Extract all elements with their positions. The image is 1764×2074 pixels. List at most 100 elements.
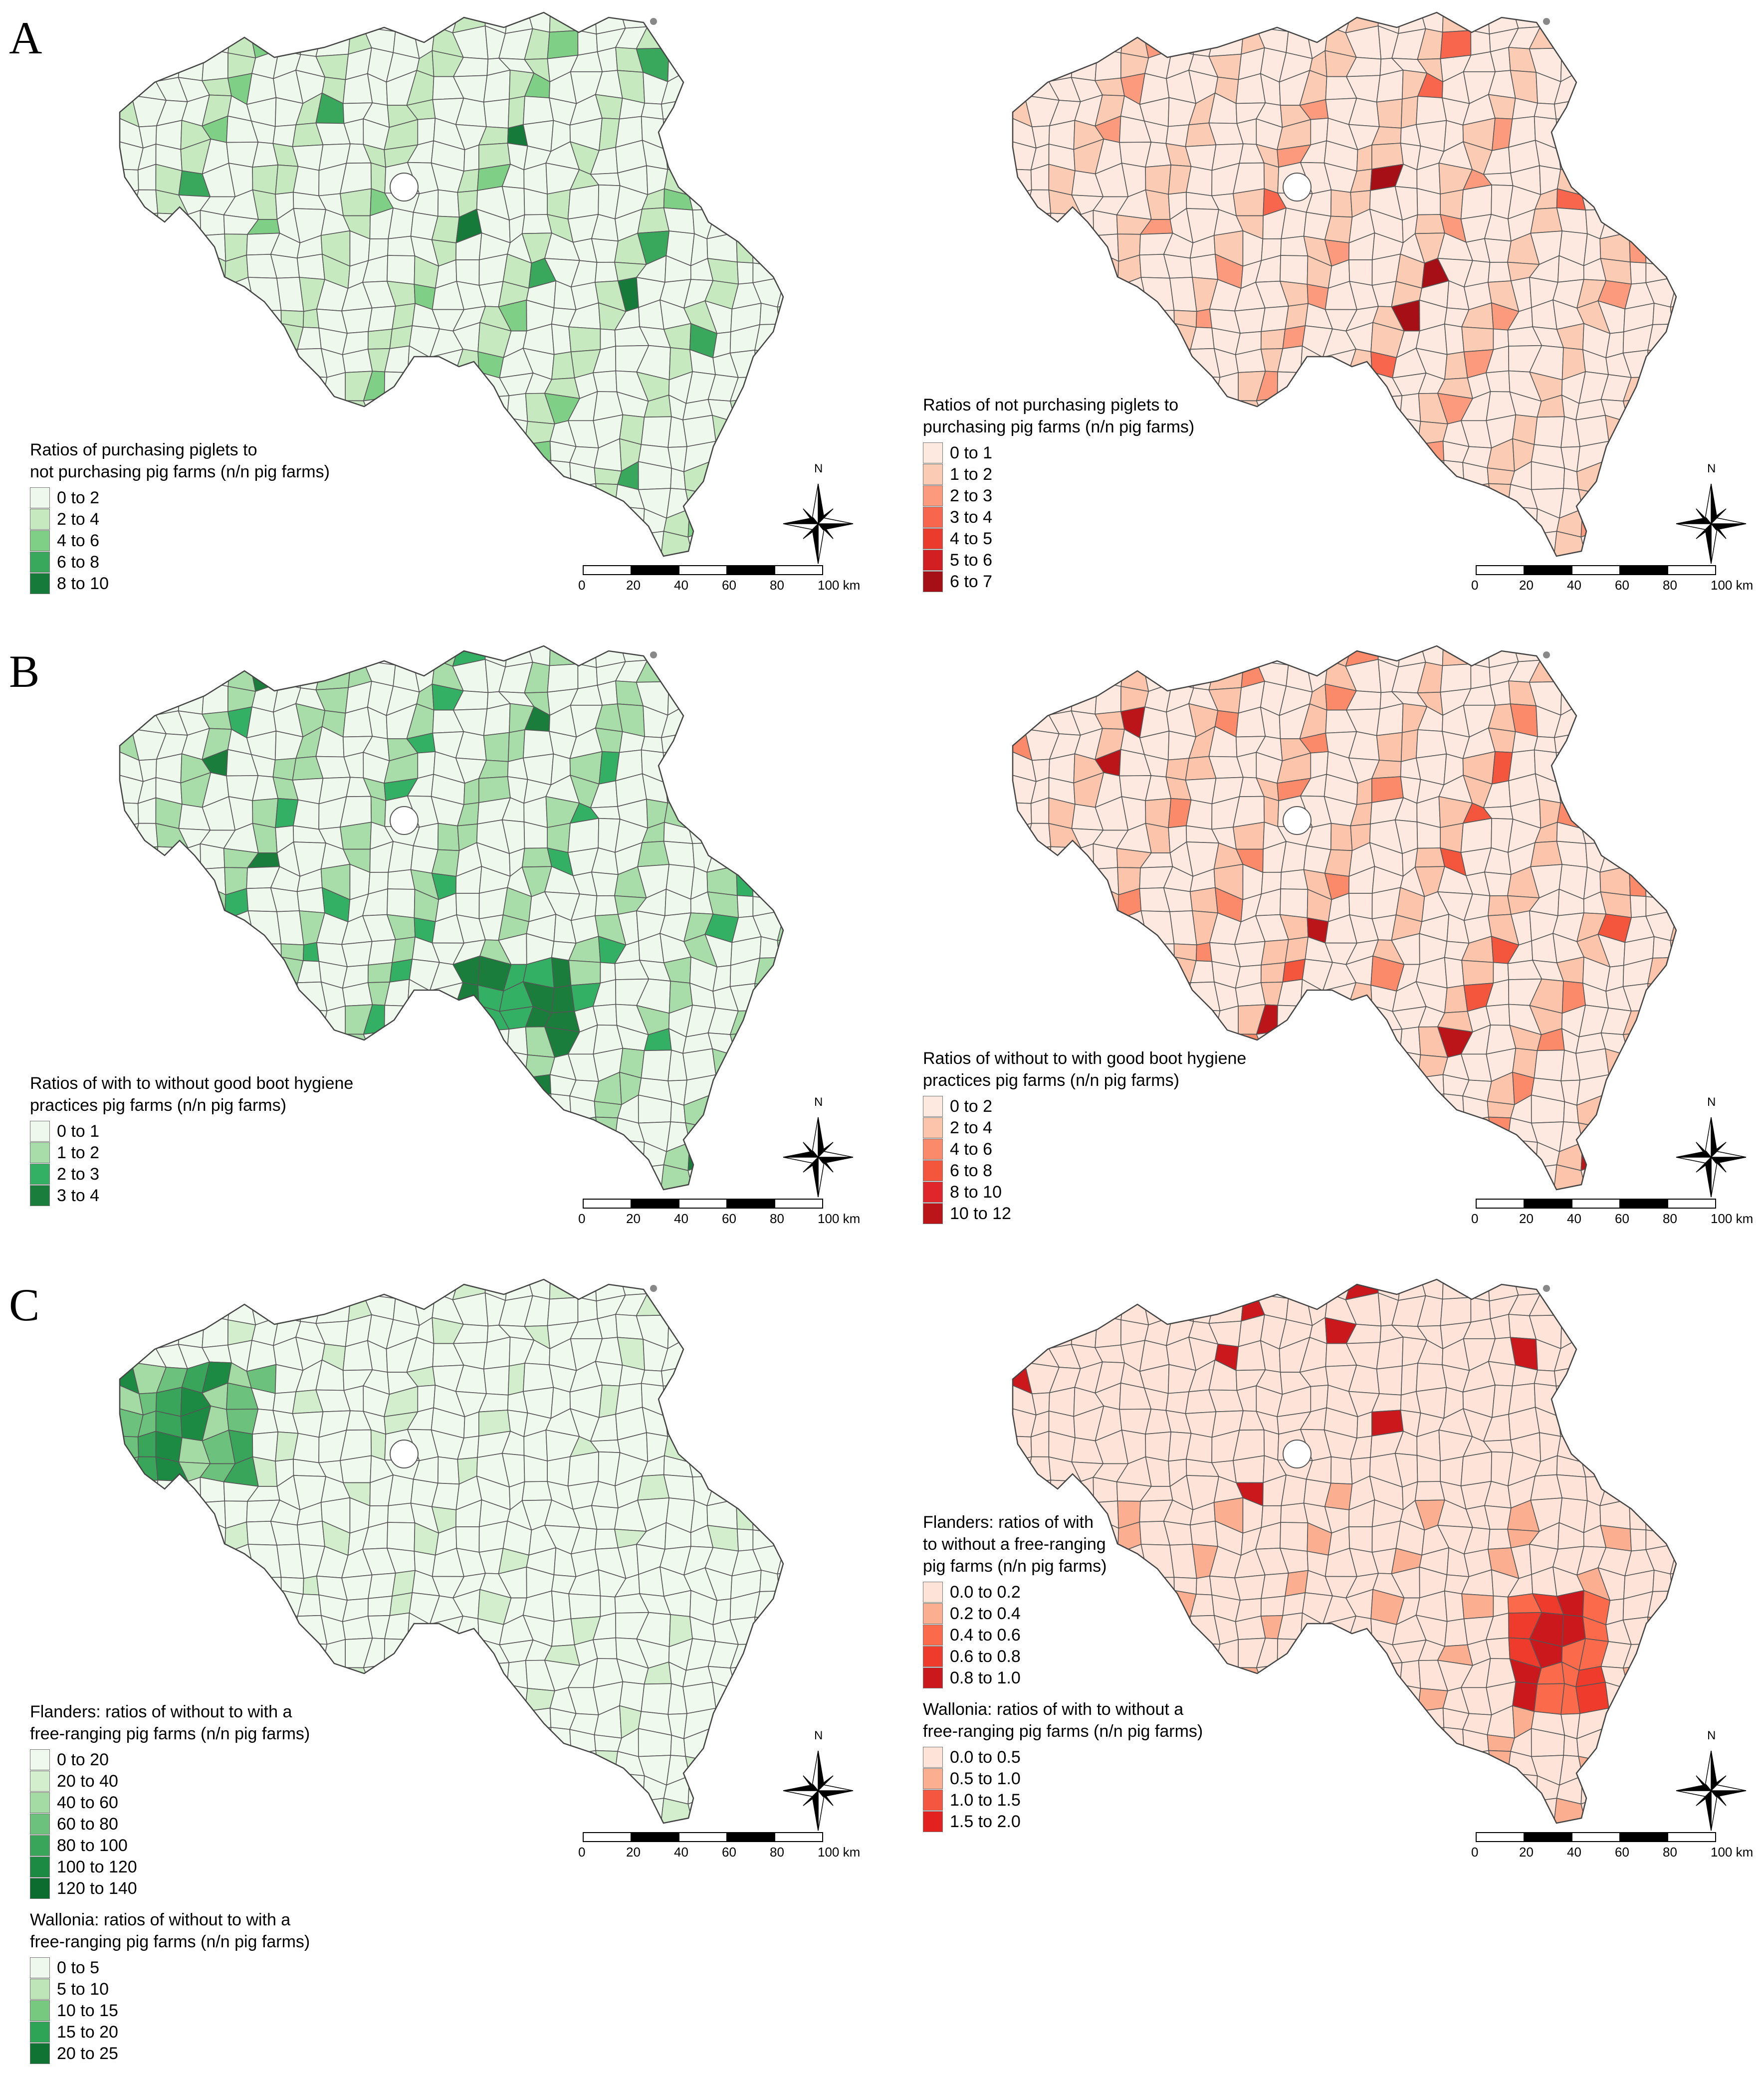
legend-section: Wallonia: ratios of with to without a fr… (923, 1698, 1203, 1832)
municipality (1080, 209, 1094, 236)
legend-label: 6 to 8 (57, 552, 100, 572)
legend-item: 10 to 15 (30, 2000, 310, 2021)
municipality (249, 27, 279, 59)
municipality (736, 895, 754, 918)
municipality (1093, 1476, 1118, 1503)
legend-swatch (923, 1811, 943, 1832)
municipality (1234, 307, 1266, 334)
enclave (1543, 651, 1550, 658)
municipality (754, 1591, 783, 1622)
municipality (1485, 1637, 1511, 1659)
compass: N (1671, 1095, 1751, 1205)
scalebar-tick-label: 0 (1471, 1211, 1479, 1226)
municipality (389, 325, 413, 349)
municipality (476, 1029, 510, 1055)
municipality (1423, 460, 1445, 495)
legend-label: 2 to 3 (57, 1164, 100, 1184)
municipality (339, 822, 372, 850)
municipality (1578, 489, 1610, 515)
legend-label: 1 to 2 (57, 1143, 100, 1162)
municipality (392, 1570, 416, 1597)
municipality (1256, 1031, 1286, 1060)
legend-item: 0 to 1 (30, 1120, 353, 1142)
north-arrow-icon (1676, 1750, 1747, 1831)
municipality (1622, 1664, 1651, 1690)
municipality (1555, 115, 1588, 150)
legend-swatch (923, 1603, 943, 1624)
municipality (1165, 981, 1191, 1010)
legend-swatch (923, 571, 943, 592)
scalebar-tick-label: 80 (1663, 578, 1677, 593)
municipality (1234, 941, 1266, 967)
municipality (1622, 1031, 1651, 1056)
municipality (296, 887, 325, 914)
municipality (595, 483, 619, 515)
north-arrow-icon (783, 1750, 854, 1831)
municipality (1369, 1662, 1403, 1688)
municipality (1533, 531, 1557, 556)
municipality (1145, 164, 1172, 195)
scalebar-tick-label: 20 (626, 1845, 641, 1860)
municipality (387, 1502, 416, 1523)
legend-swatch (923, 1646, 943, 1667)
municipality (370, 162, 387, 194)
municipality (549, 12, 579, 33)
municipality (1555, 1382, 1588, 1417)
scalebar-tick-label: 60 (1615, 578, 1629, 593)
municipality (547, 1456, 571, 1487)
legend-label: 5 to 6 (950, 550, 993, 570)
legend-swatch (923, 1095, 943, 1117)
municipality (1356, 144, 1372, 172)
legend-item: 0.0 to 0.5 (923, 1746, 1203, 1768)
legend-section-title: Flanders: ratios of with to without a fr… (923, 1513, 1107, 1576)
map-panel-left: Flanders: ratios of without to with a fr… (0, 1267, 871, 2064)
north-label: N (1707, 1729, 1716, 1742)
municipality (341, 307, 373, 334)
municipality (687, 508, 710, 538)
municipality (200, 843, 225, 870)
legend: Ratios of without to with good boot hygi… (923, 1047, 1246, 1234)
municipality (1330, 1456, 1353, 1485)
municipality (547, 189, 571, 220)
municipality (389, 959, 413, 983)
municipality (687, 1142, 710, 1171)
municipality (1208, 28, 1244, 57)
municipality (315, 28, 351, 57)
municipality (1414, 847, 1445, 868)
municipality (202, 47, 228, 81)
municipality (367, 1596, 393, 1617)
scalebar-graphic (583, 565, 823, 575)
legend-section-title: Wallonia: ratios of with to without a fr… (923, 1700, 1203, 1741)
municipality (483, 1365, 510, 1396)
municipality (641, 1049, 672, 1081)
municipality (1281, 841, 1307, 873)
scalebar-tick-label: 40 (674, 1211, 688, 1226)
municipality (1423, 1093, 1445, 1129)
scalebar: 0 20 40 60 80 100 km (578, 564, 860, 597)
municipality (1170, 660, 1194, 689)
municipality (277, 27, 301, 55)
choropleth-map (1012, 645, 1677, 1191)
municipality (296, 253, 325, 280)
municipality (367, 962, 393, 983)
municipality (1095, 681, 1121, 715)
legend-item: 6 to 8 (30, 551, 330, 573)
municipality (523, 729, 554, 759)
legend-swatch (30, 1877, 50, 1899)
municipality (685, 489, 717, 515)
scalebar-tick-label: 40 (1567, 1211, 1581, 1226)
legend-item: 1.0 to 1.5 (923, 1789, 1203, 1811)
legend-label: 4 to 6 (57, 531, 100, 550)
municipality (1470, 1297, 1491, 1323)
municipality (1440, 823, 1464, 853)
municipality (476, 395, 510, 421)
legend-label: 10 to 15 (57, 2001, 118, 2020)
municipality (363, 1664, 393, 1693)
municipality (437, 189, 460, 218)
legend-section: Flanders: ratios of without to with a fr… (30, 1701, 310, 1899)
scalebar-tick-label: 60 (722, 578, 736, 593)
municipality (339, 1455, 372, 1483)
municipality (1580, 508, 1603, 538)
legend-item: 20 to 40 (30, 1770, 310, 1792)
scalebar-tick-label: 20 (626, 578, 641, 593)
